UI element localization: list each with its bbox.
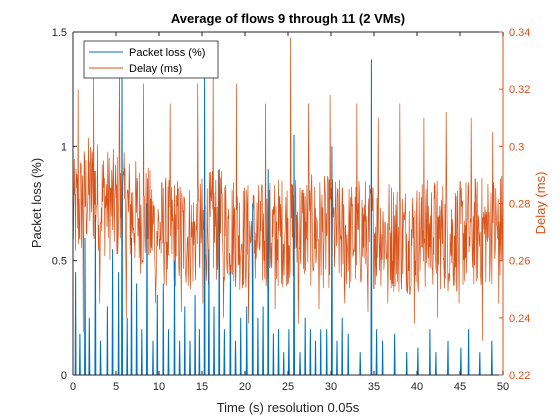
- y-right-tick-label: 0.3: [509, 141, 524, 153]
- y-left-tick-label: 0: [61, 370, 67, 382]
- y-right-tick-label: 0.22: [509, 370, 530, 382]
- x-tick-label: 5: [113, 381, 119, 393]
- y-right-tick-label: 0.28: [509, 199, 530, 211]
- x-tick-label: 25: [282, 381, 294, 393]
- x-tick-label: 0: [70, 381, 76, 393]
- legend-label-packet-loss: Packet loss (%): [129, 47, 205, 59]
- legend-box: [83, 40, 219, 79]
- y-right-tick-label: 0.24: [509, 313, 530, 325]
- y-right-axis-label: Delay (ms): [533, 172, 548, 235]
- legend-label-delay: Delay (ms): [129, 63, 182, 75]
- x-tick-label: 50: [497, 381, 509, 393]
- y-left-tick-label: 1.5: [52, 27, 67, 39]
- y-left-axis-label: Packet loss (%): [29, 158, 44, 248]
- x-tick-label: 15: [196, 381, 208, 393]
- y-left-axis-ticks: 0 0.5 1 1.5: [52, 27, 77, 382]
- x-tick-label: 20: [239, 381, 251, 393]
- plot-area: [72, 32, 504, 376]
- delay-series: [72, 37, 504, 341]
- y-left-tick-label: 0.5: [52, 256, 67, 268]
- y-right-tick-label: 0.32: [509, 84, 530, 96]
- y-right-tick-label: 0.34: [509, 27, 530, 39]
- y-right-axis-ticks: 0.22 0.24 0.26 0.28 0.3 0.32 0.34: [499, 27, 530, 382]
- legend: Packet loss (%) Delay (ms): [83, 40, 219, 79]
- x-axis-ticks: 0 5 10 15 20 25 30 35 40 45 50: [70, 32, 509, 393]
- x-tick-label: 45: [454, 381, 466, 393]
- x-tick-label: 40: [411, 381, 423, 393]
- x-tick-label: 35: [368, 381, 380, 393]
- y-left-tick-label: 1: [61, 141, 67, 153]
- chart-title: Average of flows 9 through 11 (2 VMs): [171, 11, 405, 26]
- x-tick-label: 10: [153, 381, 165, 393]
- x-axis-label: Time (s) resolution 0.05s: [217, 400, 360, 415]
- y-right-tick-label: 0.26: [509, 256, 530, 268]
- delay-line: [72, 37, 504, 341]
- x-tick-label: 30: [325, 381, 337, 393]
